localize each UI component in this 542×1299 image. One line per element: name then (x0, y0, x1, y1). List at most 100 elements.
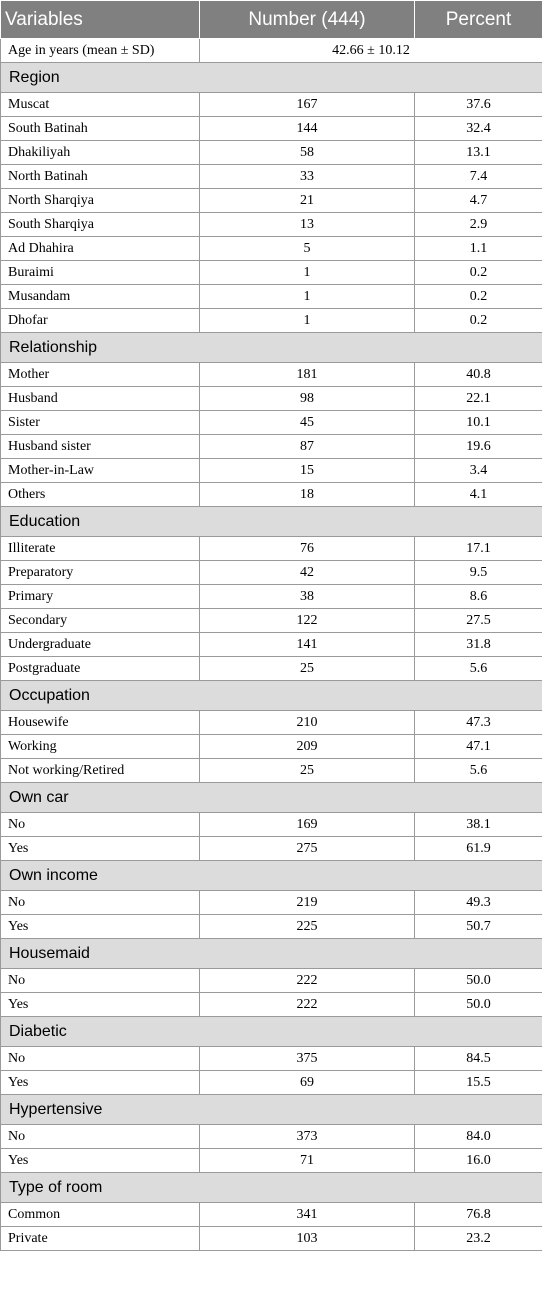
table-row: Sister 45 10.1 (0, 410, 542, 435)
row-number: 275 (199, 836, 415, 861)
header-number: Number (444) (199, 0, 415, 39)
row-label: Private (0, 1226, 200, 1251)
row-percent: 0.2 (414, 308, 542, 333)
row-percent: 37.6 (414, 92, 542, 117)
row-percent: 10.1 (414, 410, 542, 435)
row-number: 15 (199, 458, 415, 483)
section-header-row: Relationship (0, 332, 542, 363)
row-percent: 40.8 (414, 362, 542, 387)
row-percent: 50.0 (414, 992, 542, 1017)
row-number: 1 (199, 284, 415, 309)
row-number: 21 (199, 188, 415, 213)
header-percent: Percent (414, 0, 542, 39)
table-row: No 222 50.0 (0, 968, 542, 993)
row-label: No (0, 1046, 200, 1071)
section-header-row: Region (0, 62, 542, 93)
row-percent: 38.1 (414, 812, 542, 837)
section-title: Own income (0, 860, 542, 891)
row-number: 373 (199, 1124, 415, 1149)
row-label: Dhofar (0, 308, 200, 333)
row-label: Primary (0, 584, 200, 609)
row-percent: 9.5 (414, 560, 542, 585)
row-percent: 31.8 (414, 632, 542, 657)
section-title: Type of room (0, 1172, 542, 1203)
section-title: Hypertensive (0, 1094, 542, 1125)
row-number: 5 (199, 236, 415, 261)
table-row: No 373 84.0 (0, 1124, 542, 1149)
table-row: Yes 69 15.5 (0, 1070, 542, 1095)
row-percent: 1.1 (414, 236, 542, 261)
row-percent: 76.8 (414, 1202, 542, 1227)
row-percent: 61.9 (414, 836, 542, 861)
row-percent: 84.5 (414, 1046, 542, 1071)
row-number: 45 (199, 410, 415, 435)
row-percent: 50.0 (414, 968, 542, 993)
row-label: Sister (0, 410, 200, 435)
row-percent: 47.3 (414, 710, 542, 735)
row-label: Yes (0, 836, 200, 861)
row-number: 98 (199, 386, 415, 411)
section-header-row: Occupation (0, 680, 542, 711)
age-value: 42.66 ± 10.12 (199, 38, 542, 63)
section-header-row: Diabetic (0, 1016, 542, 1047)
row-number: 71 (199, 1148, 415, 1173)
section-header-row: Own income (0, 860, 542, 891)
row-percent: 0.2 (414, 284, 542, 309)
section-header-row: Housemaid (0, 938, 542, 969)
row-number: 103 (199, 1226, 415, 1251)
row-label: Husband (0, 386, 200, 411)
row-label: Yes (0, 914, 200, 939)
table-row: Common 341 76.8 (0, 1202, 542, 1227)
row-number: 25 (199, 758, 415, 783)
row-percent: 13.1 (414, 140, 542, 165)
row-percent: 23.2 (414, 1226, 542, 1251)
table-row: South Batinah 144 32.4 (0, 116, 542, 141)
row-percent: 27.5 (414, 608, 542, 633)
table-row: Yes 225 50.7 (0, 914, 542, 939)
row-label: Undergraduate (0, 632, 200, 657)
row-label: No (0, 968, 200, 993)
section-header-row: Type of room (0, 1172, 542, 1203)
table-row: Husband sister 87 19.6 (0, 434, 542, 459)
row-number: 341 (199, 1202, 415, 1227)
row-number: 69 (199, 1070, 415, 1095)
table-row: Primary 38 8.6 (0, 584, 542, 609)
row-label: Dhakiliyah (0, 140, 200, 165)
table-row: Working 209 47.1 (0, 734, 542, 759)
row-percent: 0.2 (414, 260, 542, 285)
row-percent: 16.0 (414, 1148, 542, 1173)
section-title: Occupation (0, 680, 542, 711)
row-number: 222 (199, 968, 415, 993)
row-number: 210 (199, 710, 415, 735)
row-number: 167 (199, 92, 415, 117)
table-row: Illiterate 76 17.1 (0, 536, 542, 561)
row-percent: 3.4 (414, 458, 542, 483)
table-body: Age in years (mean ± SD) 42.66 ± 10.12 R… (0, 38, 542, 1251)
row-number: 1 (199, 308, 415, 333)
row-label: Muscat (0, 92, 200, 117)
table-row: No 375 84.5 (0, 1046, 542, 1071)
row-label: Secondary (0, 608, 200, 633)
table-row: Yes 71 16.0 (0, 1148, 542, 1173)
section-title: Region (0, 62, 542, 93)
row-label: No (0, 890, 200, 915)
row-number: 33 (199, 164, 415, 189)
row-label: No (0, 1124, 200, 1149)
row-label: Mother (0, 362, 200, 387)
row-label: Musandam (0, 284, 200, 309)
section-header-row: Own car (0, 782, 542, 813)
section-title: Own car (0, 782, 542, 813)
table-row: Buraimi 1 0.2 (0, 260, 542, 285)
row-number: 38 (199, 584, 415, 609)
table-row: Others 18 4.1 (0, 482, 542, 507)
row-label: Housewife (0, 710, 200, 735)
row-label: Preparatory (0, 560, 200, 585)
row-number: 42 (199, 560, 415, 585)
table-row: Private 103 23.2 (0, 1226, 542, 1251)
row-number: 144 (199, 116, 415, 141)
demographics-table: Variables Number (444) Percent Age in ye… (0, 0, 542, 1251)
header-row: Variables Number (444) Percent (0, 0, 542, 39)
table-row: Mother 181 40.8 (0, 362, 542, 387)
table-row: No 169 38.1 (0, 812, 542, 837)
row-percent: 47.1 (414, 734, 542, 759)
